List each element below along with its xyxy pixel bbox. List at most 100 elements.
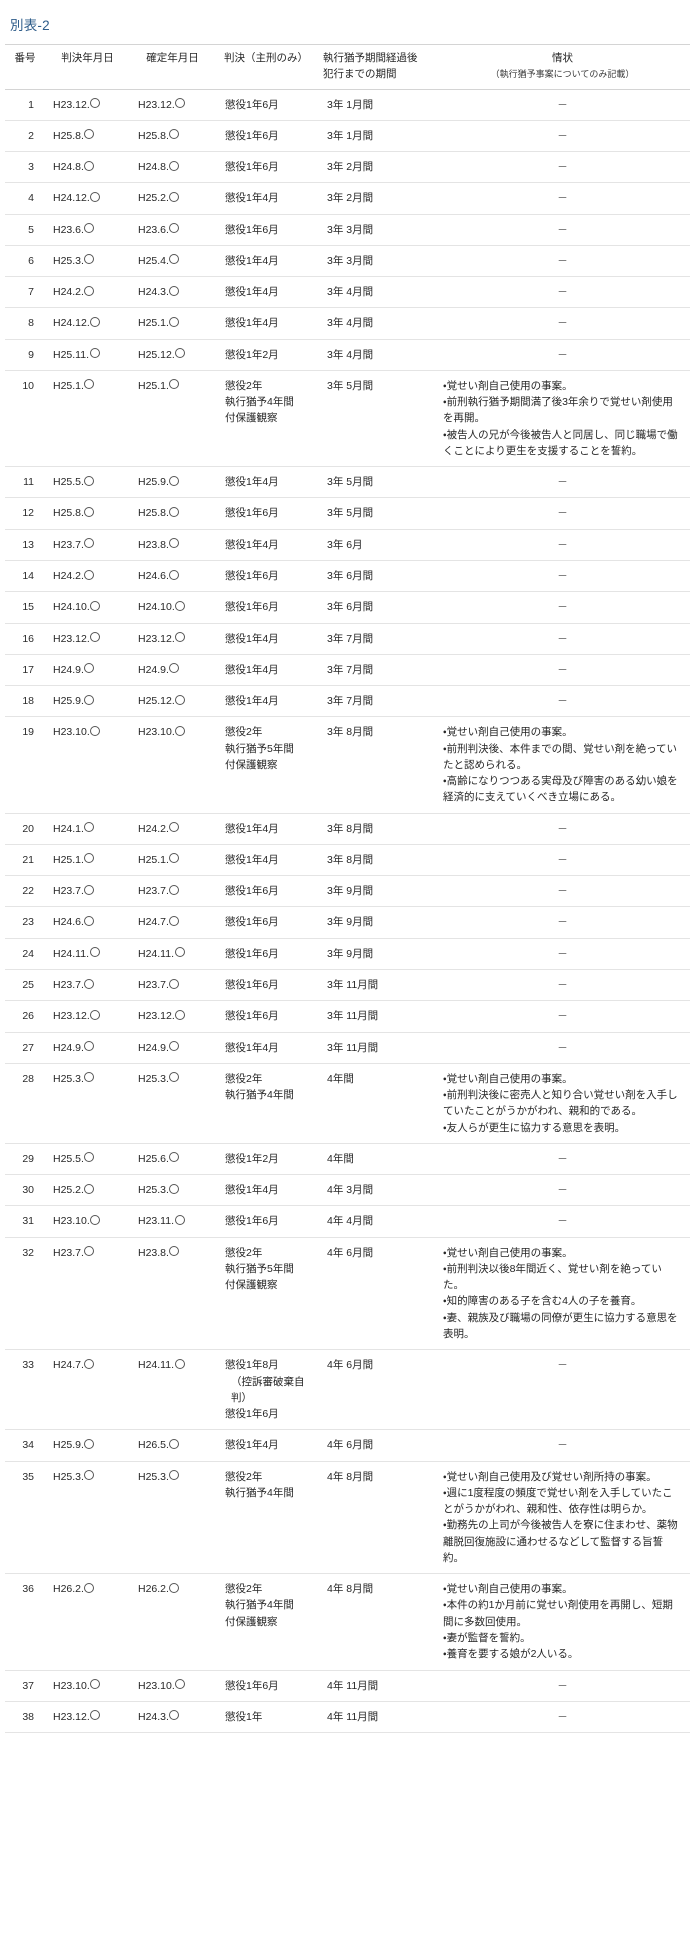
cell-period: 3年 2月間	[317, 151, 435, 184]
redaction-circle-icon	[175, 348, 186, 359]
cell-no: 5	[5, 214, 45, 246]
sentence-line: 判）	[231, 1391, 252, 1404]
cell-judgment-date: H25.2.	[45, 1174, 130, 1207]
cell-circumstances: －	[435, 1701, 690, 1734]
cell-circumstances: －	[435, 497, 690, 530]
sentence-line: 執行猶予5年間	[225, 1262, 294, 1275]
cell-period: 3年 7月間	[317, 654, 435, 687]
cell-no: 18	[5, 685, 45, 718]
cell-no: 26	[5, 1000, 45, 1033]
sentence-line: 懲役1年4月	[225, 538, 279, 551]
cell-judgment-date: H25.8.	[45, 120, 130, 153]
page-title: 別表-2	[10, 18, 50, 33]
redaction-circle-icon	[169, 978, 180, 989]
cell-judgment-date: H23.12.	[45, 1000, 130, 1033]
cell-period: 3年 7月間	[317, 685, 435, 718]
cell-circumstances: 覚せい剤自己使用の事案。前刑判決後に密売人と知り合い覚せい剤を入手していたことが…	[435, 1063, 690, 1144]
cell-sentence: 懲役1年2月	[215, 339, 317, 371]
redaction-circle-icon	[90, 1679, 101, 1689]
cell-final-date: H23.7.	[130, 875, 215, 908]
cell-no: 35	[5, 1461, 45, 1575]
cell-final-date: H24.11.	[130, 1349, 215, 1431]
circumstance-item: 本件の約1か月前に覚せい剤使用を再開し、短期間に多数回使用。	[443, 1597, 682, 1630]
cell-period: 3年 6月間	[317, 591, 435, 624]
table-row: 1 H23.12. H23.12. 懲役1年6月 3年 1月間－	[5, 89, 690, 121]
sentence-line: 懲役1年6月	[225, 947, 279, 960]
cell-judgment-date: H23.7.	[45, 875, 130, 908]
cell-no: 25	[5, 969, 45, 1002]
cell-judgment-date: H23.7.	[45, 969, 130, 1002]
redaction-circle-icon	[169, 129, 180, 140]
table-row: 25 H23.7. H23.7. 懲役1年6月 3年 11月間－	[5, 969, 690, 1002]
circumstance-item: 養育を要する娘が2人いる。	[443, 1646, 682, 1662]
table-row: 17 H24.9. H24.9. 懲役1年4月 3年 7月間－	[5, 654, 690, 687]
sentence-line: 懲役1年2月	[225, 348, 279, 361]
cell-judgment-date: H24.12.	[45, 307, 130, 340]
cell-sentence: 懲役1年4月	[215, 1174, 317, 1207]
cell-final-date: H26.5.	[130, 1429, 215, 1462]
cell-no: 2	[5, 120, 45, 153]
redaction-circle-icon	[84, 569, 95, 580]
cell-judgment-date: H24.6.	[45, 906, 130, 939]
cell-no: 32	[5, 1237, 45, 1351]
cell-circumstances: －	[435, 120, 690, 153]
cell-period: 4年 11月間	[317, 1670, 435, 1702]
cell-judgment-date: H24.11.	[45, 938, 130, 971]
redaction-circle-icon	[169, 1470, 180, 1481]
sentence-line: 懲役1年6月	[225, 223, 279, 236]
cell-sentence: 懲役1年4月	[215, 623, 317, 655]
sentence-line: 懲役1年6月	[225, 129, 279, 142]
cell-final-date: H25.1.	[130, 307, 215, 340]
cell-sentence: 懲役1年6月	[215, 120, 317, 153]
cell-circumstances: 覚せい剤自己使用の事案。本件の約1か月前に覚せい剤使用を再開し、短期間に多数回使…	[435, 1573, 690, 1671]
cell-no: 23	[5, 906, 45, 939]
redaction-circle-icon	[90, 600, 101, 611]
sentence-line: 付保護観察	[225, 412, 278, 425]
cell-judgment-date: H23.10.	[45, 716, 130, 814]
cell-no: 11	[5, 466, 45, 499]
cell-final-date: H25.12.	[130, 685, 215, 718]
cell-sentence: 懲役1年6月	[215, 1000, 317, 1033]
cell-sentence: 懲役1年4月	[215, 685, 317, 718]
circumstance-item: 前刑判決以後8年間近く、覚せい剤を絶っていた。	[443, 1261, 682, 1294]
redaction-circle-icon	[90, 191, 101, 202]
cell-period: 3年 3月間	[317, 245, 435, 278]
cell-sentence: 懲役1年6月	[215, 214, 317, 246]
cell-judgment-date: H25.11.	[45, 339, 130, 371]
cell-no: 15	[5, 591, 45, 624]
cell-sentence: 懲役1年6月	[215, 1670, 317, 1702]
cell-period: 3年 7月間	[317, 623, 435, 655]
cell-final-date: H23.8.	[130, 1237, 215, 1351]
cell-period: 4年 6月間	[317, 1349, 435, 1431]
table-row: 6 H25.3. H25.4. 懲役1年4月 3年 3月間－	[5, 245, 690, 278]
cell-period: 3年 2月間	[317, 182, 435, 215]
table-row: 22 H23.7. H23.7. 懲役1年6月 3年 9月間－	[5, 875, 690, 908]
cell-sentence: 懲役2年 執行猶予4年間 付保護観察	[215, 1573, 317, 1671]
cell-period: 3年 4月間	[317, 307, 435, 340]
redaction-circle-icon	[169, 254, 180, 265]
cell-final-date: H25.9.	[130, 466, 215, 499]
cell-judgment-date: H24.10.	[45, 591, 130, 624]
redaction-circle-icon	[169, 538, 180, 549]
redaction-circle-icon	[84, 978, 95, 989]
cell-judgment-date: H23.10.	[45, 1670, 130, 1702]
cell-period: 3年 6月間	[317, 560, 435, 593]
circumstance-item: 友人らが更生に協力する意思を表明。	[443, 1120, 682, 1136]
cell-judgment-date: H25.9.	[45, 1429, 130, 1462]
cell-sentence: 懲役1年6月	[215, 875, 317, 908]
column-header-circumstances-line1: 情状	[552, 52, 573, 64]
table-body: 1 H23.12. H23.12. 懲役1年6月 3年 1月間－ 2 H25.8. H25.8…	[5, 89, 690, 1734]
cell-sentence: 懲役2年 執行猶予5年間 付保護観察	[215, 716, 317, 814]
table-row: 15 H24.10. H24.10. 懲役1年6月 3年 6月間－	[5, 591, 690, 624]
sentence-line: 懲役1年6月	[225, 1010, 279, 1023]
cell-sentence: 懲役1年4月	[215, 245, 317, 278]
redaction-circle-icon	[169, 884, 180, 895]
redaction-circle-icon	[175, 1679, 186, 1689]
sentence-line: 懲役1年4月	[225, 853, 279, 866]
cell-circumstances: 覚せい剤自己使用の事案。前刑判決以後8年間近く、覚せい剤を絶っていた。知的障害の…	[435, 1237, 690, 1351]
redaction-circle-icon	[84, 884, 95, 895]
redaction-circle-icon	[84, 1246, 95, 1257]
circumstance-item: 覚せい剤自己使用の事案。	[443, 1245, 682, 1261]
redaction-circle-icon	[84, 1152, 95, 1163]
cell-final-date: H25.3.	[130, 1063, 215, 1144]
